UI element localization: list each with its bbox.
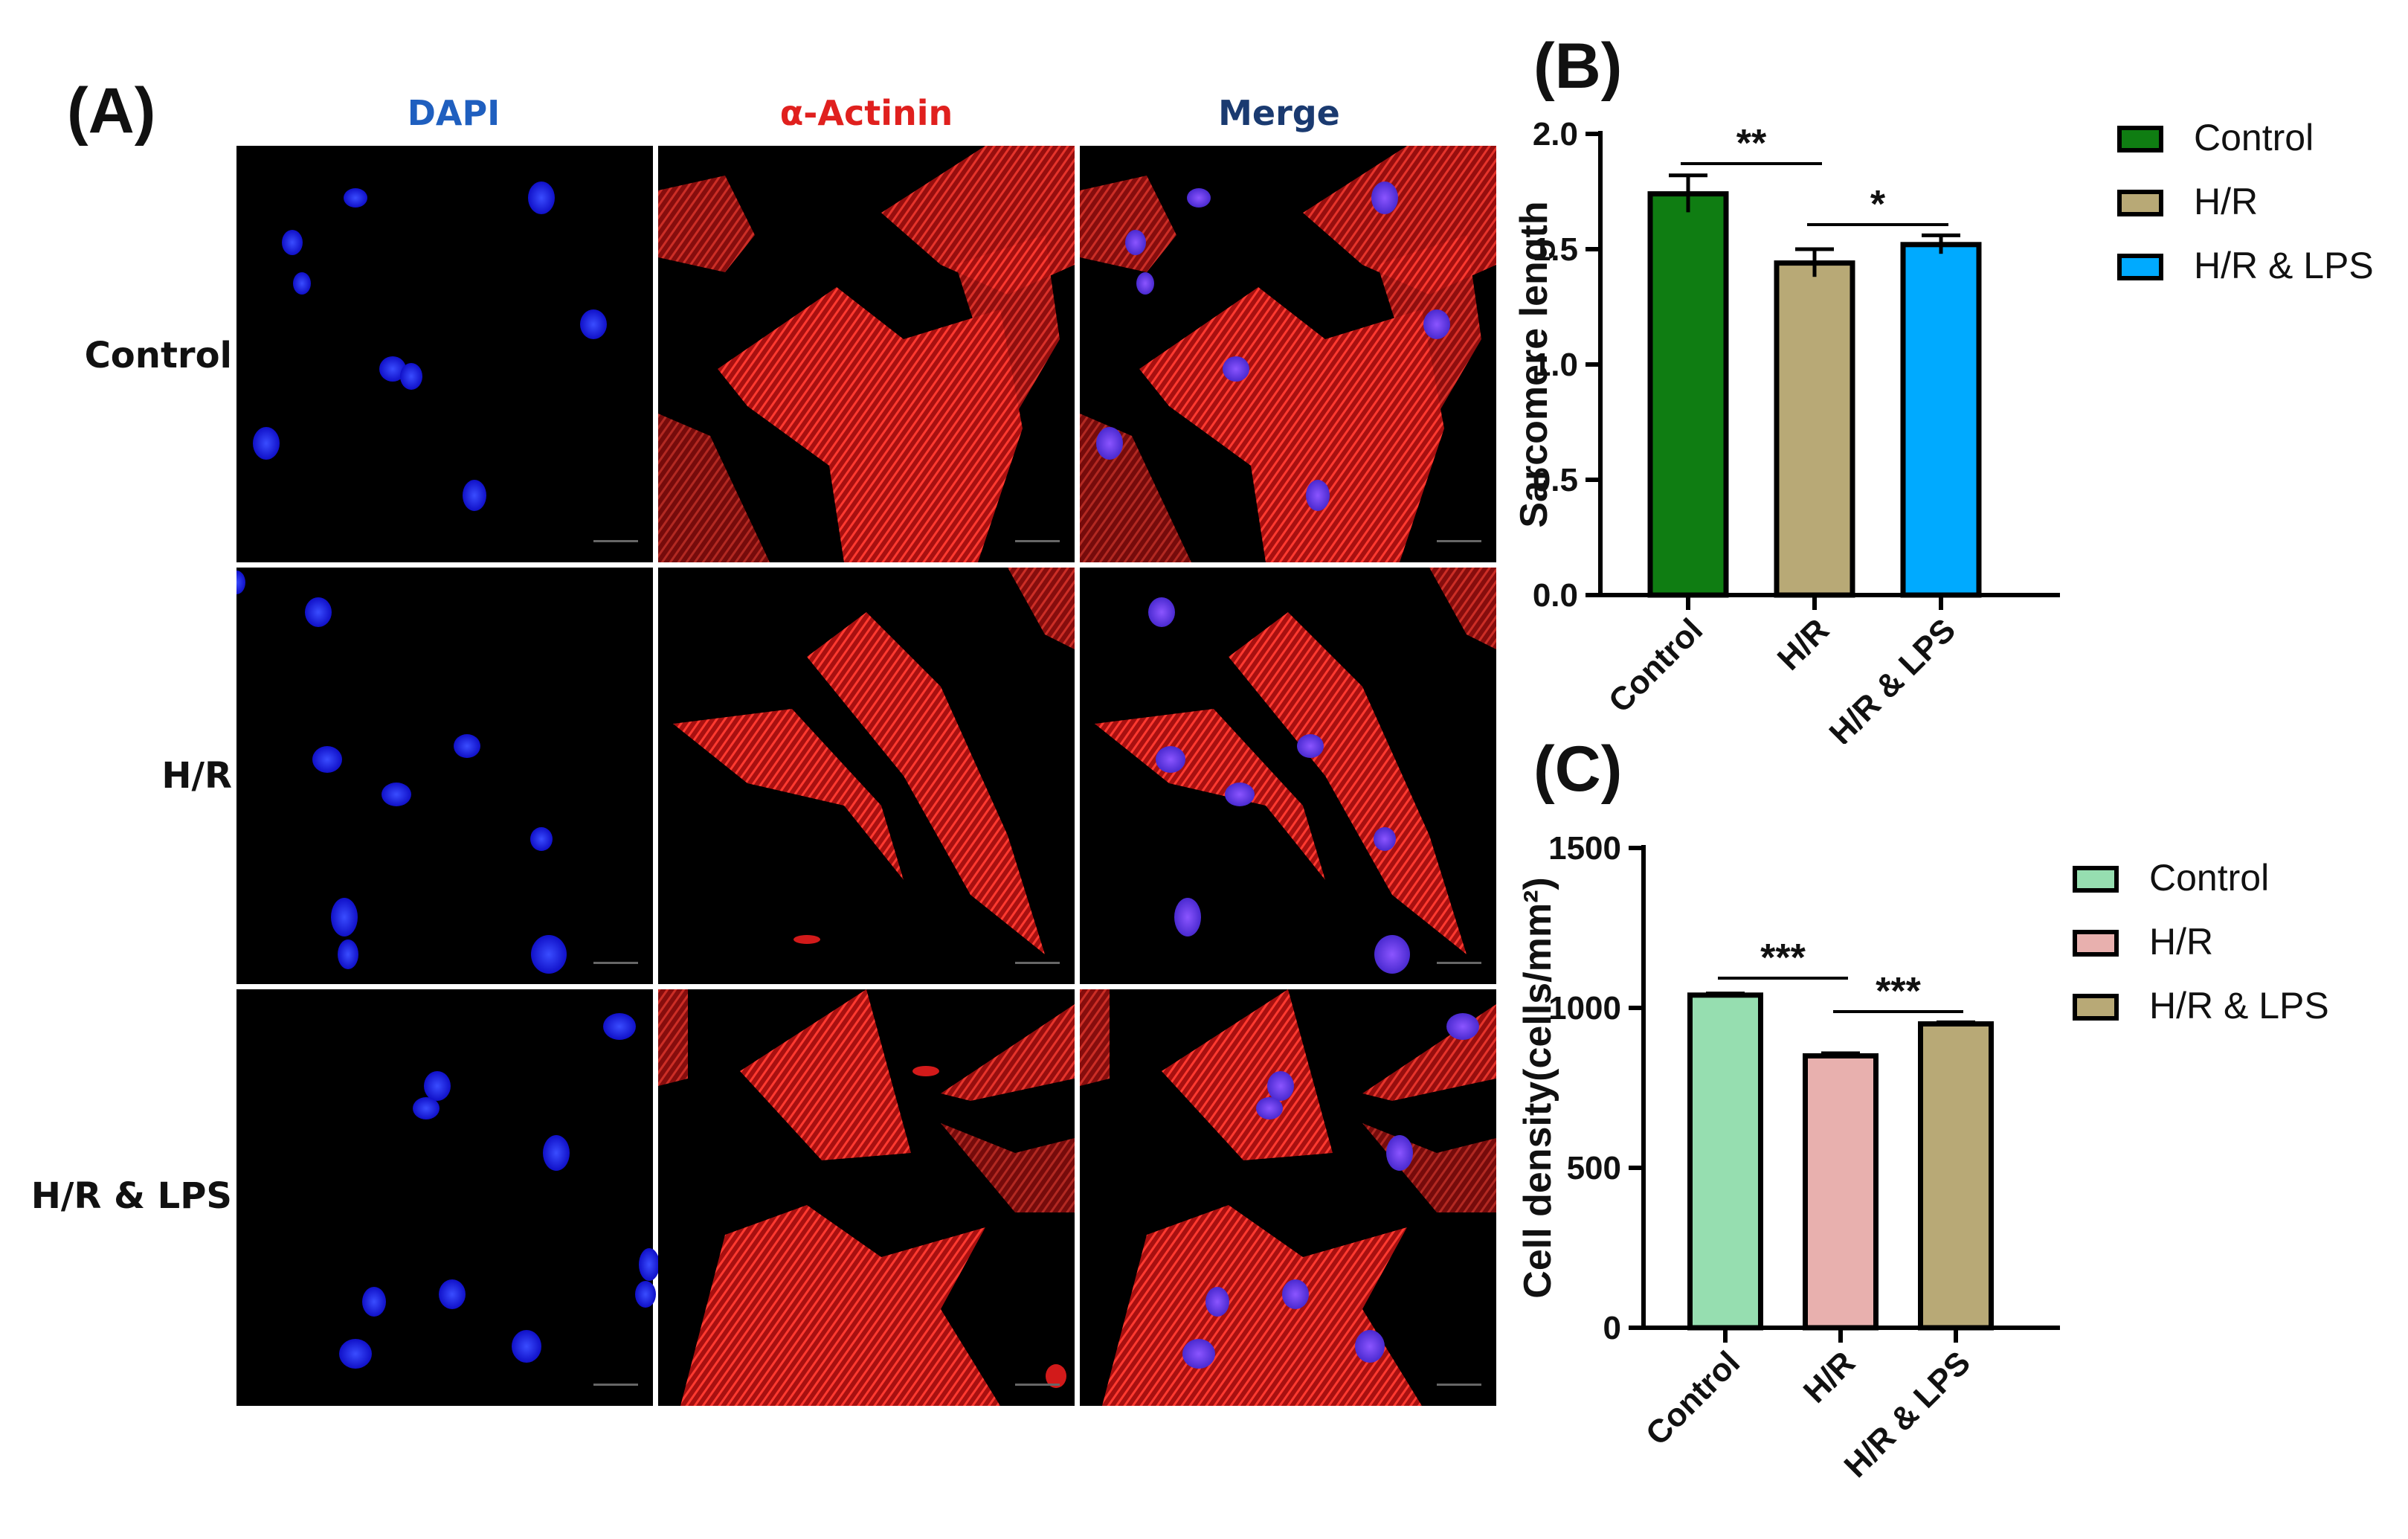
bar [1774, 260, 1855, 598]
bar [1900, 242, 1982, 598]
panel-a-letter: (A) [67, 75, 156, 147]
legend-swatch [2073, 866, 2119, 893]
micrograph-hr-dapi [236, 568, 653, 984]
bar [1918, 1021, 1994, 1331]
y-tick-label: 1.5 [1533, 231, 1578, 268]
cell-density-chart: 0 500 1000 1500 Cell density(cells/mm²) Contr… [1517, 830, 2329, 1485]
legend-swatch [2117, 190, 2163, 216]
micrograph-hrlps-actinin [658, 989, 1075, 1406]
micrograph-hr-merge [1080, 568, 1496, 984]
micrograph-hr-actinin [658, 568, 1075, 984]
row-header-control: Control [84, 335, 232, 376]
legend-label: H/R [2194, 181, 2258, 222]
sarcomere-length-chart: 0.0 0.5 1.0 1.5 2.0 Sarcomere length Control H/… [1517, 116, 2374, 744]
legend-swatch [2117, 126, 2163, 152]
significance-label: ** [1736, 122, 1767, 165]
column-header-merge: Merge [1218, 93, 1340, 133]
legend-label: H/R & LPS [2149, 985, 2329, 1026]
legend-label: H/R [2149, 921, 2213, 963]
x-tick-label: H/R [1771, 611, 1836, 677]
x-tick-label: H/R [1797, 1344, 1862, 1410]
legend-label: H/R & LPS [2194, 245, 2374, 286]
bar [1647, 191, 1729, 598]
y-tick-label: 1500 [1548, 830, 1621, 867]
legend-label: Control [2149, 857, 2269, 899]
panel-c-letter: (C) [1533, 733, 1623, 805]
y-tick-label: 1.0 [1533, 347, 1578, 383]
row-header-hr-lps: H/R & LPS [30, 1175, 232, 1217]
significance-label: *** [1760, 936, 1806, 980]
legend-label: Control [2194, 117, 2314, 158]
micrograph-control-dapi [236, 146, 653, 562]
y-tick-label: 500 [1567, 1150, 1621, 1186]
x-tick-label: H/R & LPS [1823, 611, 1963, 744]
micrograph-grid [236, 146, 1496, 1406]
micrograph-hrlps-merge [1080, 989, 1496, 1406]
micrograph-control-merge [1080, 146, 1496, 562]
panel-b-letter: (B) [1533, 30, 1623, 102]
y-tick-label: 0 [1603, 1310, 1621, 1346]
x-tick-label: H/R & LPS [1838, 1344, 1977, 1484]
legend-swatch [2073, 930, 2119, 957]
significance-label: * [1870, 183, 1886, 226]
bar [1687, 992, 1763, 1331]
y-tick-label: 0.0 [1533, 577, 1578, 614]
micrograph-control-actinin [658, 146, 1075, 562]
significance-label: *** [1876, 970, 1921, 1013]
y-axis-label: Sarcomere length [1517, 201, 1556, 527]
column-header-actinin: α-Actinin [779, 93, 953, 133]
row-header-hr: H/R [161, 755, 232, 797]
legend-swatch [2073, 994, 2119, 1021]
bar [1803, 1053, 1879, 1331]
y-axis-label: Cell density(cells/mm²) [1517, 877, 1559, 1298]
y-tick-label: 2.0 [1533, 116, 1578, 152]
x-tick-label: Control [1639, 1344, 1747, 1452]
y-tick-label: 1000 [1548, 990, 1621, 1026]
legend-swatch [2117, 254, 2163, 280]
x-tick-label: Control [1602, 611, 1710, 719]
micrograph-hrlps-dapi [236, 989, 660, 1406]
y-tick-label: 0.5 [1533, 462, 1578, 498]
column-header-dapi: DAPI [407, 93, 500, 133]
